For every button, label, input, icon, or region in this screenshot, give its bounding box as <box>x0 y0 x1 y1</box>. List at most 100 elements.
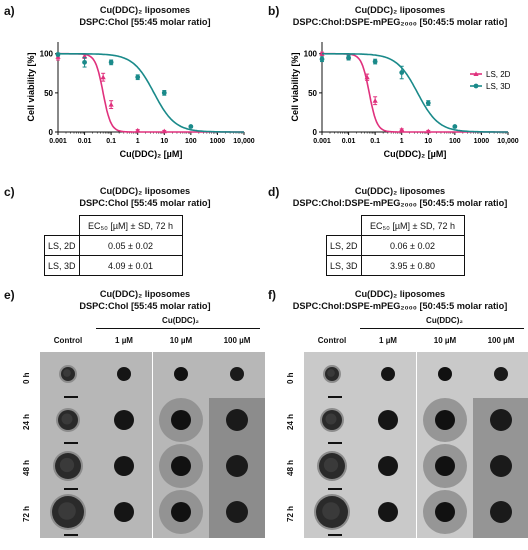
fit-curve-3d <box>322 52 508 133</box>
row-label: 0 h <box>22 372 31 384</box>
panel-f-label: f) <box>268 288 276 302</box>
spheroid-image <box>360 352 416 400</box>
panel-d-title: Cu(DDC)₂ liposomes DSPC:Chol:DSPE-mPEG₂₀₀… <box>292 186 508 208</box>
spheroid-image <box>209 398 265 446</box>
ec50-value: 3.95 ± 0.80 <box>360 255 465 276</box>
spheroid-image <box>473 398 528 446</box>
x-axis-label: Cu(DDC)₂ [µM] <box>120 149 183 159</box>
panel-b-label: b) <box>268 4 280 18</box>
spheroid-image <box>96 352 152 400</box>
x-tick-label: 0.001 <box>313 138 331 145</box>
data-point <box>319 56 325 62</box>
spheroid-grid-f: Cu(DDC)₂ Control 1 µM 10 µM 100 µM 0 h 24 h 48 … <box>264 316 528 550</box>
column-label: 1 µM <box>115 336 133 345</box>
data-point <box>108 102 114 107</box>
x-tick-label: 10 <box>424 138 432 145</box>
column-label: 1 µM <box>379 336 397 345</box>
spheroid-image <box>304 352 360 400</box>
spheroid-image <box>473 352 528 400</box>
column-label: 10 µM <box>433 336 457 345</box>
x-tick-label: 100 <box>185 138 197 145</box>
x-tick-label: 0.1 <box>370 138 380 145</box>
panel-a-label: a) <box>4 4 15 18</box>
x-axis-label: Cu(DDC)₂ [µM] <box>384 149 447 159</box>
column-label: 10 µM <box>169 336 193 345</box>
x-tick-label: 0.1 <box>106 138 116 145</box>
group-label: Cu(DDC)₂ <box>426 316 463 325</box>
spheroid-image <box>40 444 96 492</box>
data-point <box>55 52 61 57</box>
ec50-value: 0.06 ± 0.02 <box>360 235 465 256</box>
row-label: 48 h <box>22 459 31 476</box>
spheroid-image <box>96 444 152 492</box>
panel-e-label: e) <box>4 288 15 302</box>
row-name: LS, 3D <box>326 255 362 276</box>
x-tick-label: 10,000 <box>233 138 255 145</box>
panel-e-title: Cu(DDC)₂ liposomes DSPC:Chol [55:45 molar… <box>79 289 211 311</box>
x-tick-label: 1000 <box>474 138 490 145</box>
row-label: 48 h <box>286 459 295 476</box>
spheroid-grid-e: Cu(DDC)₂ Control 1 µM 10 µM 100 µM 0 h 24 h 48 … <box>0 316 265 550</box>
ec50-value: 0.05 ± 0.02 <box>78 235 183 256</box>
data-point <box>346 55 351 61</box>
spheroid-image <box>96 490 152 538</box>
data-point <box>399 127 405 132</box>
spheroid-image <box>153 398 209 446</box>
spheroid-image <box>96 398 152 446</box>
data-point <box>135 74 141 80</box>
spheroid-image <box>473 490 528 538</box>
group-label: Cu(DDC)₂ <box>162 316 199 325</box>
panel-c-label: c) <box>4 185 15 199</box>
spheroid-image <box>40 352 96 400</box>
y-tick-label: 0 <box>49 128 54 137</box>
spheroid-image <box>360 490 416 538</box>
chart-a: 0 50 100 0.001 0.01 0.1 1 10 100 1000 10,000 Cu(DDC… <box>26 42 255 159</box>
scale-bar <box>64 488 78 490</box>
ec50-header: EC₅₀ [µM] ± SD, 72 h <box>360 215 465 236</box>
data-point <box>364 74 370 80</box>
spheroid-image <box>40 398 96 446</box>
data-point <box>100 74 106 80</box>
data-point <box>372 98 378 103</box>
x-tick-label: 1000 <box>210 138 226 145</box>
data-point <box>161 90 167 96</box>
row-name: LS, 2D <box>326 235 362 256</box>
row-label: 0 h <box>286 372 295 384</box>
y-tick-label: 0 <box>313 128 318 137</box>
y-tick-label: 50 <box>44 89 53 98</box>
legend-label: LS, 3D <box>486 82 511 91</box>
x-tick-label: 1 <box>400 138 404 145</box>
spheroid-image <box>473 444 528 492</box>
y-tick-label: 100 <box>40 50 54 59</box>
data-point <box>135 127 141 133</box>
spheroid-image <box>417 352 473 400</box>
scale-bar <box>328 442 342 444</box>
scale-bar <box>64 534 78 536</box>
group-divider <box>96 328 260 329</box>
data-point <box>108 59 114 65</box>
scale-bar <box>328 488 342 490</box>
data-point <box>452 124 458 129</box>
ec50-table-c: EC₅₀ [µM] ± SD, 72 h LS, 2D 0.05 ± 0.02 L… <box>44 215 183 276</box>
panel-d-label: d) <box>268 185 280 199</box>
spheroid-image <box>153 352 209 400</box>
x-tick-label: 0.01 <box>342 138 356 145</box>
x-tick-label: 10,000 <box>497 138 519 145</box>
ec50-header: EC₅₀ [µM] ± SD, 72 h <box>78 215 183 236</box>
scale-bar <box>328 534 342 536</box>
spheroid-image <box>417 444 473 492</box>
spheroid-image <box>360 398 416 446</box>
row-label: 72 h <box>286 505 295 522</box>
data-point <box>81 53 88 59</box>
spheroid-image <box>417 398 473 446</box>
ec50-table-d: EC₅₀ [µM] ± SD, 72 h LS, 2D 0.06 ± 0.02 L… <box>326 215 465 276</box>
chart-b: 0 50 100 0.001 0.01 0.1 1 10 100 1000 10,000 Cu(DDC… <box>290 42 519 159</box>
ec50-value: 4.09 ± 0.01 <box>78 255 183 276</box>
column-label: Control <box>317 336 347 345</box>
fit-curve-2d <box>58 52 244 133</box>
spheroid-image <box>304 398 360 446</box>
data-point <box>399 70 405 75</box>
x-tick-label: 100 <box>449 138 461 145</box>
x-tick-label: 1 <box>136 138 140 145</box>
scale-bar <box>64 442 78 444</box>
